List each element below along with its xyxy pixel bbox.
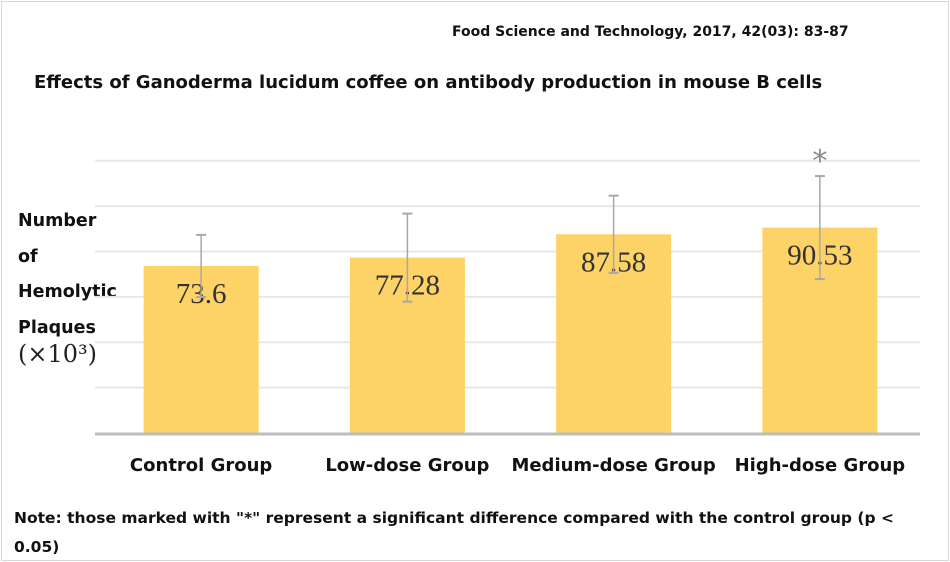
source-citation: Food Science and Technology, 2017, 42(03… [452, 24, 849, 40]
significance-marker: * [812, 144, 827, 179]
y-axis-label: Number of Hemolytic Plaques [18, 204, 117, 346]
category-label: High-dose Group [735, 455, 906, 476]
y-label-line: Number [18, 211, 97, 231]
chart-title: Effects of Ganoderma lucidum coffee on a… [34, 72, 823, 93]
y-label-line: Hemolytic [18, 282, 117, 302]
y-label-line: of [18, 246, 38, 267]
category-label: Control Group [130, 455, 273, 476]
category-label: Low-dose Group [325, 455, 489, 476]
footnote: Note: those marked with "*" represent a … [14, 509, 894, 556]
y-label-line: Plaques [18, 317, 96, 338]
y-axis-unit: (×10³) [18, 340, 97, 368]
category-label: Medium-dose Group [511, 455, 715, 476]
